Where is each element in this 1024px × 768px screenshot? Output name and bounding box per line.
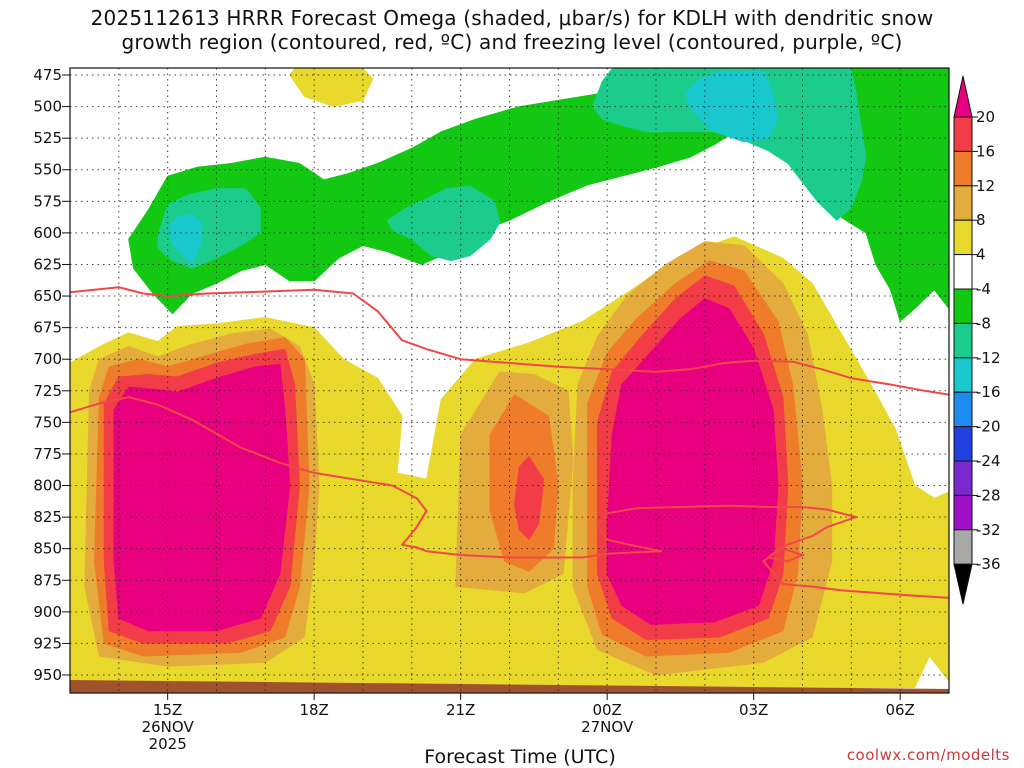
- colorbar-label: 8: [976, 211, 986, 229]
- omega-shaded-field: [70, 68, 949, 693]
- y-tick-label: 650: [33, 287, 62, 305]
- colorbar-label: -20: [976, 418, 1001, 436]
- y-tick-label: 675: [33, 319, 62, 337]
- colorbar-label: -8: [976, 314, 991, 332]
- colorbar-bottom-arrow: [953, 563, 973, 605]
- colorbar-label: -4: [976, 280, 991, 298]
- y-tick-label: 700: [33, 350, 62, 368]
- colorbar-segment: [953, 288, 973, 324]
- terrain-below-ground: [70, 680, 949, 693]
- colorbar-segment: [953, 391, 973, 428]
- colorbar-segment: [953, 529, 973, 565]
- omega-neg12-neg8-mid: [387, 185, 501, 262]
- colorbar-segment: [953, 426, 973, 462]
- omega-above-20-core-1: [113, 363, 291, 632]
- colorbar-label: -32: [976, 521, 1001, 539]
- x-axis-title: Forecast Time (UTC): [424, 746, 616, 768]
- y-axis: 475 500 525 550 575 600 625 650 675 700 725 750 775 8…: [33, 66, 70, 684]
- y-tick-label: 950: [33, 666, 62, 684]
- colorbar-label: -28: [976, 486, 1001, 504]
- y-tick-label: 775: [33, 445, 62, 463]
- x-tick-label: 03Z: [739, 701, 768, 719]
- y-tick-label: 850: [33, 540, 62, 558]
- y-tick-label: 825: [33, 508, 62, 526]
- y-tick-label: 525: [33, 129, 62, 147]
- x-tick-label: 00Z: [592, 701, 621, 719]
- x-tick-label: 27NOV: [581, 718, 634, 736]
- colorbar-label: -12: [976, 349, 1001, 367]
- colorbar-label: 20: [976, 108, 995, 126]
- y-tick-label: 600: [33, 224, 62, 242]
- credit-link[interactable]: coolwx.com/modelts: [846, 746, 1010, 764]
- chart-title-line-2: growth region (contoured, red, ºC) and f…: [121, 30, 903, 54]
- plot-frame: [69, 67, 950, 694]
- y-tick-label: 875: [33, 571, 62, 589]
- dendritic-growth-upper-contour: [70, 286, 949, 396]
- colorbar-segment: [953, 494, 973, 531]
- colorbar-segment: [953, 185, 973, 221]
- colorbar-segment: [953, 322, 973, 359]
- x-tick-label: 15Z: [153, 701, 182, 719]
- chart-title: 2025112613 HRRR Forecast Omega (shaded, …: [0, 6, 1024, 54]
- dendritic-growth-lower-contour: [70, 396, 949, 599]
- plot-gridlines: [70, 68, 949, 693]
- y-tick-label: 550: [33, 161, 62, 179]
- x-tick-label: 18Z: [299, 701, 328, 719]
- colorbar-label: -36: [976, 555, 1001, 573]
- x-tick-label: 06Z: [885, 701, 914, 719]
- colorbar-label: 12: [976, 177, 995, 195]
- colorbar: 20 16 12 8 4 -4 -8 -12 -16 -20 -24 -28 -32 -36: [953, 75, 1001, 605]
- dendritic-growth-loop-contour: [767, 547, 806, 563]
- colorbar-segment: [953, 460, 973, 496]
- y-tick-label: 575: [33, 192, 62, 210]
- y-tick-label: 925: [33, 634, 62, 652]
- x-tick-label: 2025: [149, 735, 187, 753]
- colorbar-segment: [953, 150, 973, 187]
- omega-neg16-neg12-west: [167, 213, 203, 265]
- y-tick-label: 500: [33, 98, 62, 116]
- colorbar-label: -16: [976, 383, 1001, 401]
- omega-neg12-neg8-east: [592, 68, 867, 221]
- y-tick-label: 750: [33, 413, 62, 431]
- x-tick-label: 26NOV: [142, 718, 195, 736]
- colorbar-segment: [953, 116, 973, 152]
- colorbar-label: 16: [976, 142, 995, 160]
- omega-16-20-core-3: [514, 456, 545, 541]
- colorbar-label: -24: [976, 452, 1001, 470]
- y-tick-label: 800: [33, 477, 62, 495]
- y-tick-label: 475: [33, 66, 62, 84]
- colorbar-label: 4: [976, 246, 986, 264]
- omega-neg16-neg12-east: [684, 70, 779, 143]
- omega-above-20-core-2: [606, 298, 779, 625]
- dendritic-growth-contours: [70, 286, 949, 599]
- y-tick-label: 900: [33, 603, 62, 621]
- colorbar-segment: [953, 254, 973, 290]
- omega-4-8-top: [289, 68, 374, 107]
- colorbar-segment: [953, 357, 973, 393]
- colorbar-segment: [953, 219, 973, 256]
- x-tick-label: 21Z: [446, 701, 475, 719]
- chart-title-line-1: 2025112613 HRRR Forecast Omega (shaded, …: [90, 6, 934, 30]
- y-tick-label: 625: [33, 255, 62, 273]
- colorbar-top-arrow: [953, 75, 973, 118]
- y-tick-label: 725: [33, 382, 62, 400]
